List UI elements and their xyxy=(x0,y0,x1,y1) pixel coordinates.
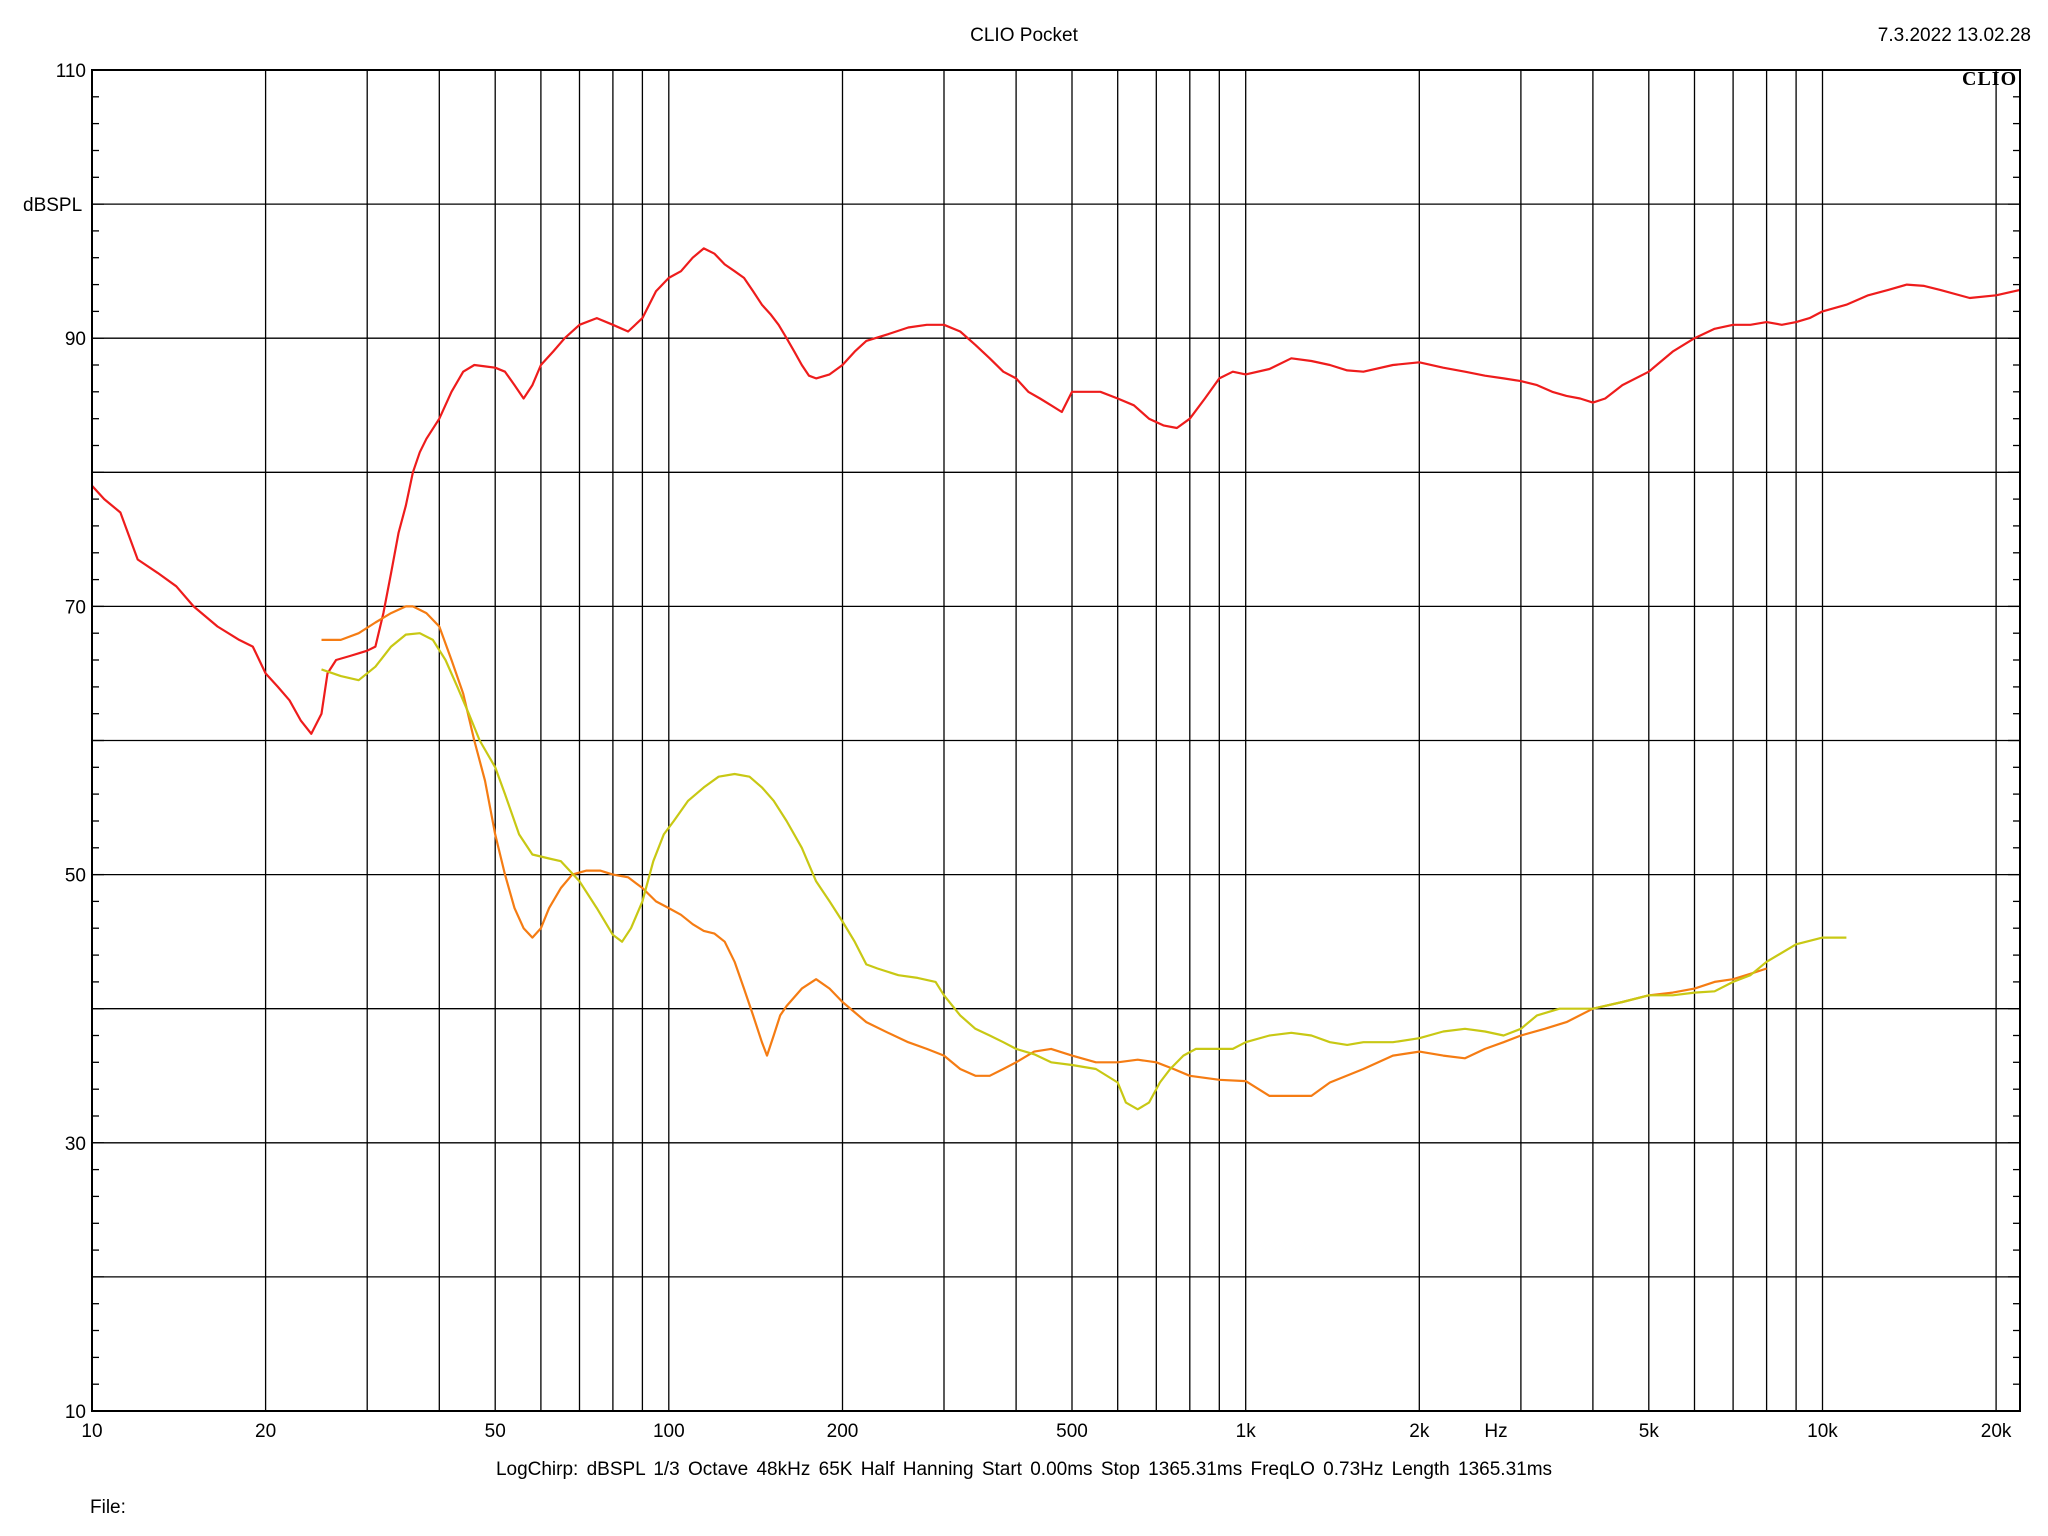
series-lines xyxy=(91,247,2021,1111)
x-tick-label: 50 xyxy=(485,1421,506,1442)
x-tick-label: 10k xyxy=(1807,1421,1838,1442)
y-axis-label: dBSPL xyxy=(23,195,83,216)
x-tick-label: 10 xyxy=(81,1421,102,1442)
axis-ticks xyxy=(92,69,2020,1412)
x-tick-label: 1k xyxy=(1236,1421,1257,1442)
axis-labels: 10 20 50 100 200 500 1k 2k 5k 10k 20k Hz 10 30 50 70 90 1… xyxy=(56,61,2012,1442)
chart-title: CLIO Pocket xyxy=(970,25,1078,46)
series-line-1 xyxy=(91,247,2021,735)
brand-logo: CLIO xyxy=(1962,68,2018,90)
x-tick-label: 20 xyxy=(255,1421,276,1442)
x-tick-label: 2k xyxy=(1409,1421,1430,1442)
y-tick-label: 30 xyxy=(65,1134,86,1155)
y-tick-label: 90 xyxy=(65,329,86,350)
x-tick-label: 100 xyxy=(653,1421,685,1442)
series-line-3 xyxy=(321,632,1847,1111)
timestamp: 7.3.2022 13.02.28 xyxy=(1877,25,2031,46)
x-tick-label: 20k xyxy=(1981,1421,2012,1442)
series-line-2 xyxy=(321,605,1767,1097)
x-tick-label: 5k xyxy=(1639,1421,1660,1442)
x-tick-label: 200 xyxy=(827,1421,859,1442)
x-unit-label: Hz xyxy=(1484,1421,1507,1442)
measurement-params: LogChirp: dBSPL 1/3 Octave 48kHz 65K Hal… xyxy=(495,1459,1553,1480)
y-tick-label: 70 xyxy=(65,597,86,618)
y-tick-label: 110 xyxy=(56,61,86,82)
x-tick-label: 500 xyxy=(1056,1421,1088,1442)
y-tick-label: 50 xyxy=(65,866,86,887)
y-tick-label: 10 xyxy=(65,1402,86,1423)
grid xyxy=(92,70,2020,1411)
file-label: File: xyxy=(90,1497,126,1518)
